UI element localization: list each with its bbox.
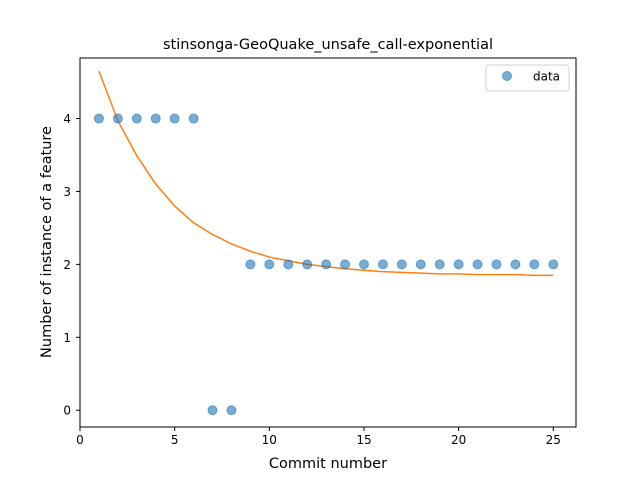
data-point bbox=[377, 259, 388, 270]
x-tick-label: 25 bbox=[546, 433, 561, 447]
data-point bbox=[529, 259, 540, 270]
chart-title: stinsonga-GeoQuake_unsafe_call-exponenti… bbox=[163, 37, 493, 53]
axes-frame bbox=[79, 57, 577, 428]
data-point bbox=[112, 113, 123, 124]
data-point bbox=[548, 259, 559, 270]
y-axis-label: Number of instance of a feature bbox=[39, 126, 55, 358]
data-point bbox=[472, 259, 483, 270]
data-point bbox=[207, 405, 218, 416]
x-tick-label: 10 bbox=[262, 433, 277, 447]
y-tick-label: 3 bbox=[63, 185, 71, 199]
data-point bbox=[245, 259, 256, 270]
legend-marker-data bbox=[502, 71, 512, 81]
x-tick-label: 0 bbox=[76, 433, 84, 447]
data-point bbox=[169, 113, 180, 124]
x-tick-label: 5 bbox=[171, 433, 179, 447]
data-point bbox=[188, 113, 199, 124]
data-point bbox=[491, 259, 502, 270]
data-point bbox=[302, 259, 313, 270]
data-point bbox=[226, 405, 237, 416]
y-tick-label: 4 bbox=[63, 112, 71, 126]
x-tick-label: 15 bbox=[356, 433, 371, 447]
x-tick-label: 20 bbox=[451, 433, 466, 447]
data-point bbox=[510, 259, 521, 270]
data-point bbox=[434, 259, 445, 270]
data-point bbox=[358, 259, 369, 270]
data-point bbox=[264, 259, 275, 270]
data-point bbox=[150, 113, 161, 124]
data-point bbox=[321, 259, 332, 270]
x-axis-label: Commit number bbox=[269, 456, 387, 472]
data-point bbox=[340, 259, 351, 270]
data-point bbox=[93, 113, 104, 124]
data-point bbox=[453, 259, 464, 270]
y-tick-label: 0 bbox=[63, 404, 71, 418]
y-tick-label: 1 bbox=[63, 331, 71, 345]
legend-label-data: data bbox=[533, 70, 560, 84]
data-point bbox=[415, 259, 426, 270]
data-point bbox=[396, 259, 407, 270]
data-point bbox=[131, 113, 142, 124]
y-tick-label: 2 bbox=[63, 258, 71, 272]
legend: data bbox=[485, 64, 570, 92]
data-point bbox=[283, 259, 294, 270]
